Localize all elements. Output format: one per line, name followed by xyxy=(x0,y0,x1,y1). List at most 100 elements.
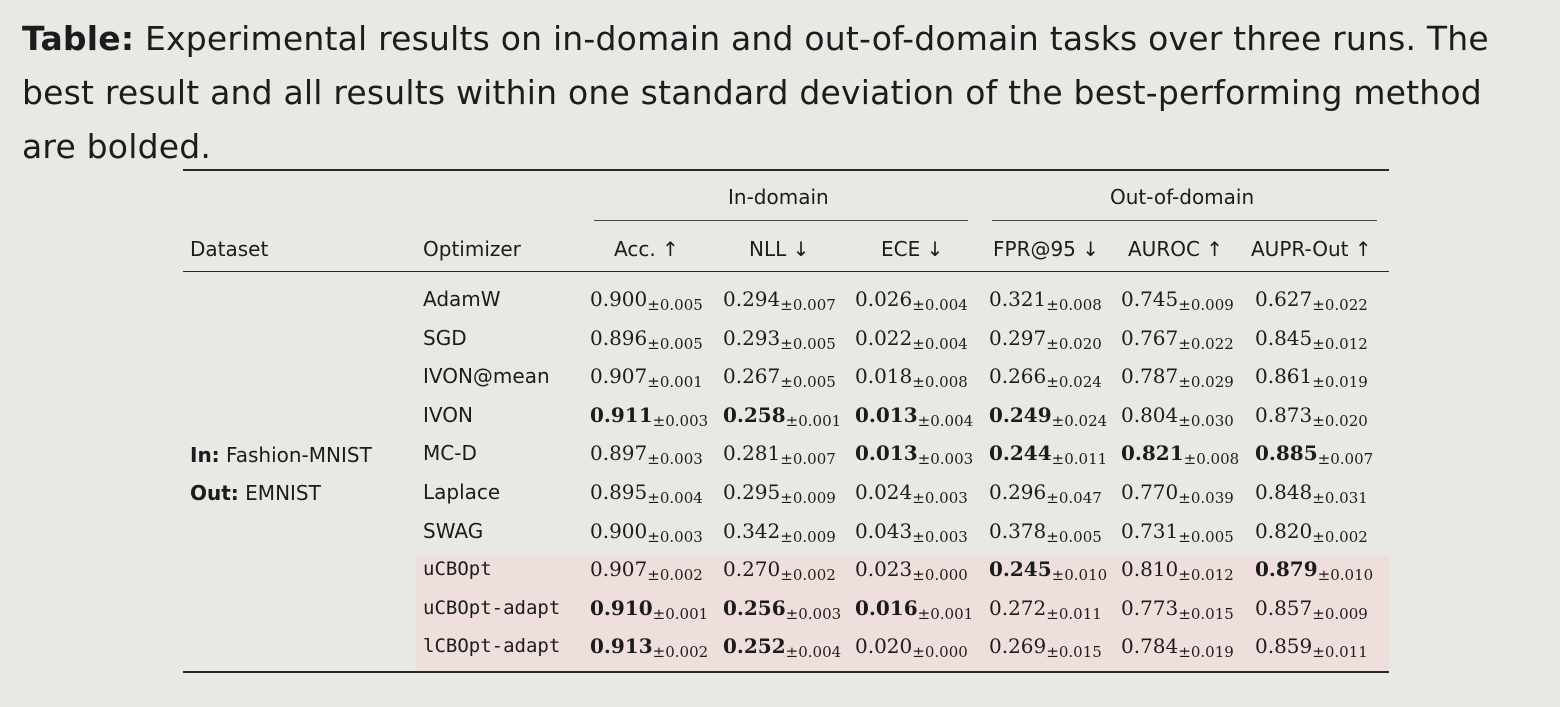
header-nll: NLL ↓ xyxy=(749,237,810,261)
metric-std: ±0.001 xyxy=(785,411,842,430)
metric-cell: 0.013±0.004 xyxy=(855,403,973,430)
metric-cell: 0.266±0.024 xyxy=(989,364,1102,391)
metric-std: ±0.010 xyxy=(1317,566,1374,585)
metric-cell: 0.900±0.003 xyxy=(590,518,703,546)
metric-cell: 0.013±0.003 xyxy=(855,441,973,468)
optimizer-name: IVON xyxy=(423,402,473,427)
metric-std: ±0.024 xyxy=(1051,411,1108,430)
metric-std: ±0.019 xyxy=(1312,373,1368,392)
metric-cell: 0.895±0.004 xyxy=(590,480,703,507)
metric-std: ±0.002 xyxy=(647,566,703,585)
metric-cell: 0.848±0.031 xyxy=(1255,480,1368,507)
metric-value: 0.244 xyxy=(989,441,1052,466)
metric-value: 0.013 xyxy=(855,441,918,466)
metric-value: 0.820 xyxy=(1255,518,1313,543)
caption-text: Experimental results on in-domain and ou… xyxy=(22,19,1489,166)
header-fpr95: FPR@95 ↓ xyxy=(993,237,1100,261)
optimizer-name: MC-D xyxy=(423,441,477,466)
metric-cell: 0.857±0.009 xyxy=(1255,596,1368,623)
metric-std: ±0.030 xyxy=(1178,411,1234,430)
metric-cell: 0.627±0.022 xyxy=(1255,287,1368,314)
metric-value: 0.245 xyxy=(989,557,1052,582)
metric-value: 0.023 xyxy=(855,557,913,582)
metric-value: 0.266 xyxy=(989,364,1047,389)
caption-label: Table: xyxy=(22,19,135,58)
metric-value: 0.296 xyxy=(989,480,1047,504)
metric-value: 0.745 xyxy=(1121,287,1179,311)
optimizer-name: uCBOpt xyxy=(423,558,492,581)
metric-cell: 0.770±0.039 xyxy=(1121,480,1234,507)
optimizer-name: SWAG xyxy=(423,518,484,543)
metric-cell: 0.297±0.020 xyxy=(989,325,1102,353)
metric-value: 0.294 xyxy=(723,287,781,311)
metric-std: ±0.009 xyxy=(1178,296,1234,314)
metric-std: ±0.009 xyxy=(780,527,836,546)
metric-value: 0.342 xyxy=(723,518,781,543)
metric-value: 0.773 xyxy=(1121,595,1179,620)
metric-cell: 0.859±0.011 xyxy=(1255,634,1368,662)
optimizer-name: IVON@mean xyxy=(423,364,550,389)
metric-std: ±0.007 xyxy=(1317,450,1374,469)
metric-value: 0.848 xyxy=(1255,480,1313,504)
metric-cell: 0.907±0.002 xyxy=(590,557,703,585)
metric-cell: 0.897±0.003 xyxy=(590,441,703,469)
metric-value: 0.024 xyxy=(855,480,913,504)
metric-cell: 0.252±0.004 xyxy=(723,634,841,661)
metric-std: ±0.005 xyxy=(780,334,836,353)
metric-cell: 0.256±0.003 xyxy=(723,596,842,623)
metric-cell: 0.023±0.000 xyxy=(855,557,968,585)
metric-std: ±0.031 xyxy=(1312,489,1368,507)
metric-cell: 0.911±0.003 xyxy=(590,403,708,430)
metric-std: ±0.011 xyxy=(1046,604,1102,623)
metric-cell: 0.913±0.002 xyxy=(590,634,709,662)
metric-value: 0.297 xyxy=(989,325,1047,350)
metric-cell: 0.020±0.000 xyxy=(855,634,968,662)
dataset-out-label: Out: xyxy=(190,481,239,505)
metric-cell: 0.281±0.007 xyxy=(723,441,836,469)
metric-cell: 0.016±0.001 xyxy=(855,596,973,623)
metric-cell: 0.026±0.004 xyxy=(855,287,968,314)
metric-std: ±0.005 xyxy=(1178,527,1234,546)
metric-std: ±0.000 xyxy=(912,566,968,585)
metric-std: ±0.003 xyxy=(785,604,842,623)
header-ece: ECE ↓ xyxy=(881,237,944,261)
metric-std: ±0.000 xyxy=(912,643,968,662)
metric-value: 0.295 xyxy=(723,480,781,504)
metric-cell: 0.342±0.009 xyxy=(723,518,836,546)
metric-value: 0.321 xyxy=(989,287,1047,311)
metric-std: ±0.004 xyxy=(912,296,968,314)
metric-std: ±0.007 xyxy=(780,450,836,469)
metric-std: ±0.009 xyxy=(780,489,836,507)
in-domain-underline xyxy=(594,220,968,221)
metric-std: ±0.002 xyxy=(652,643,709,662)
metric-value: 0.043 xyxy=(855,518,913,543)
metric-value: 0.784 xyxy=(1121,634,1179,659)
metric-cell: 0.294±0.007 xyxy=(723,287,836,314)
metric-std: ±0.015 xyxy=(1178,604,1234,623)
metric-cell: 0.022±0.004 xyxy=(855,326,968,353)
metric-cell: 0.910±0.001 xyxy=(590,595,708,623)
header-aupr-out: AUPR-Out ↑ xyxy=(1251,237,1372,261)
metric-value: 0.907 xyxy=(590,364,648,389)
metric-value: 0.910 xyxy=(590,595,653,620)
metric-cell: 0.907±0.001 xyxy=(590,364,703,391)
metric-cell: 0.378±0.005 xyxy=(989,519,1102,546)
metric-value: 0.026 xyxy=(855,287,913,311)
metric-std: ±0.003 xyxy=(647,450,703,469)
metric-cell: 0.269±0.015 xyxy=(989,634,1102,662)
metric-std: ±0.005 xyxy=(1046,527,1102,546)
header-auroc: AUROC ↑ xyxy=(1128,237,1224,261)
metric-value: 0.770 xyxy=(1121,480,1179,504)
metric-cell: 0.821±0.008 xyxy=(1121,441,1239,468)
group-out-of-domain: Out-of-domain xyxy=(1110,185,1255,209)
metric-std: ±0.012 xyxy=(1312,334,1368,353)
metric-cell: 0.272±0.011 xyxy=(989,596,1102,623)
metric-value: 0.896 xyxy=(590,325,648,350)
metric-std: ±0.015 xyxy=(1046,643,1102,662)
metric-value: 0.900 xyxy=(590,518,648,543)
metric-std: ±0.011 xyxy=(1312,643,1368,662)
metric-cell: 0.810±0.012 xyxy=(1121,557,1234,584)
metric-value: 0.859 xyxy=(1255,634,1313,659)
metric-std: ±0.002 xyxy=(780,566,836,585)
metric-std: ±0.005 xyxy=(647,334,703,353)
